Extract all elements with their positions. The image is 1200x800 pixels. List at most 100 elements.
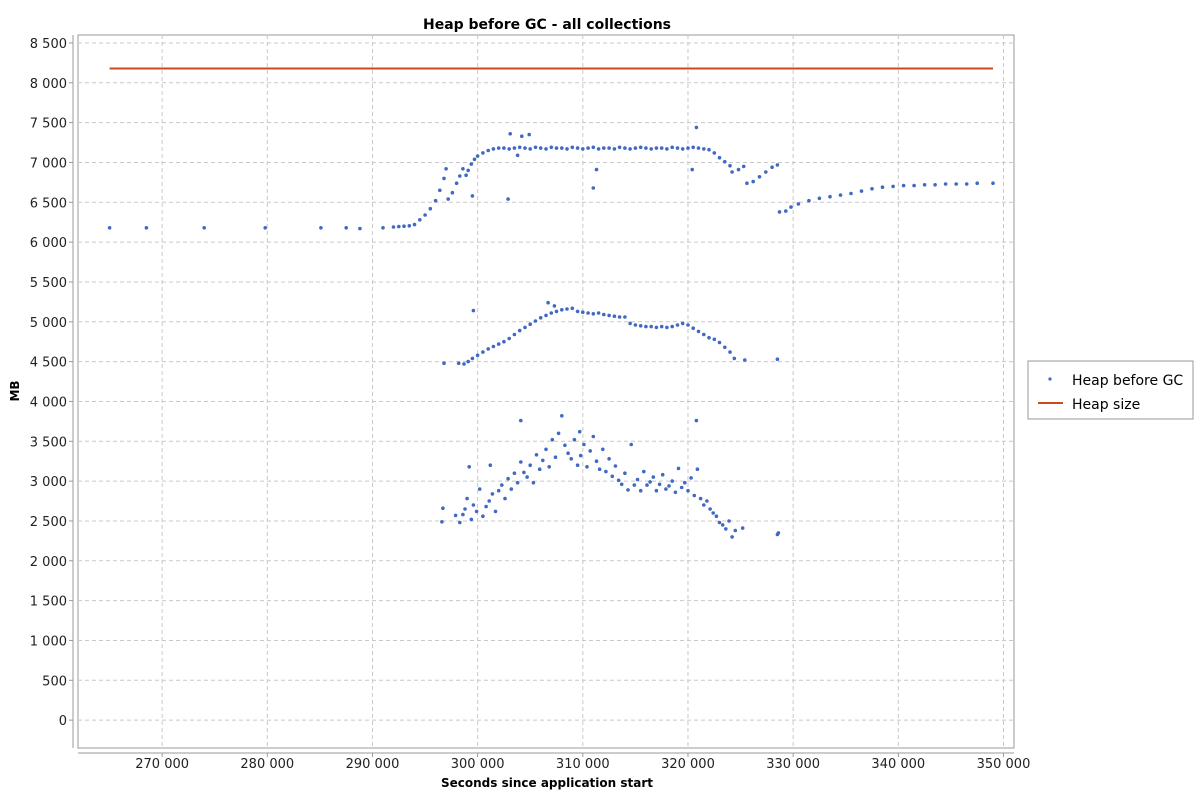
data-point [441, 506, 445, 511]
data-point [724, 527, 728, 531]
data-point [644, 146, 648, 150]
data-point [610, 474, 615, 479]
data-point [486, 347, 491, 351]
data-point [733, 528, 738, 533]
data-point [775, 357, 780, 362]
data-point [859, 189, 864, 193]
data-point [442, 361, 446, 366]
data-point [402, 224, 406, 228]
data-point [828, 194, 832, 199]
data-point [943, 182, 948, 186]
data-point [651, 475, 656, 479]
data-point [481, 514, 485, 518]
data-point [585, 465, 589, 469]
data-point [743, 358, 747, 362]
x-axis-label: Seconds since application start [441, 776, 653, 790]
data-point [458, 174, 462, 178]
data-point [263, 226, 268, 230]
data-point [464, 173, 468, 177]
data-point [537, 467, 542, 472]
data-point [556, 431, 561, 436]
data-point [616, 478, 621, 483]
data-point [612, 147, 617, 151]
data-point [591, 312, 596, 316]
data-point [736, 167, 741, 172]
x-tick-label: 320 000 [661, 757, 715, 772]
data-point [707, 335, 711, 340]
data-point [714, 514, 719, 518]
data-point [575, 146, 580, 150]
data-point [607, 313, 611, 318]
data-point [796, 202, 801, 206]
data-point [581, 147, 585, 151]
data-point [475, 353, 480, 358]
data-point [991, 181, 995, 185]
data-point [438, 188, 442, 193]
x-tick-label: 310 000 [556, 757, 610, 772]
x-tick-label: 290 000 [346, 757, 400, 772]
data-point [490, 492, 495, 496]
data-point [515, 480, 520, 485]
data-point [676, 466, 681, 471]
data-point [544, 313, 548, 318]
data-point [507, 147, 512, 151]
data-point [740, 526, 745, 530]
data-point [635, 477, 640, 482]
data-point [423, 213, 427, 217]
data-point [517, 145, 522, 150]
y-tick-label: 2 500 [30, 515, 67, 530]
data-point [659, 324, 664, 329]
y-tick-label: 3 500 [30, 435, 67, 450]
data-point [649, 324, 653, 329]
data-point [695, 467, 700, 472]
data-point [694, 418, 699, 423]
data-point [477, 487, 482, 491]
data-point [596, 147, 601, 151]
data-point [670, 479, 674, 483]
data-point [633, 146, 638, 150]
data-point [619, 482, 624, 487]
data-point [717, 155, 722, 160]
data-point [838, 193, 843, 197]
data-point [519, 460, 523, 464]
y-axis-label: MB [8, 380, 22, 401]
data-point [461, 167, 465, 171]
data-point [705, 499, 709, 503]
data-point [586, 146, 590, 150]
data-point [711, 511, 715, 515]
data-point [594, 167, 599, 172]
data-point [692, 493, 697, 498]
data-point [880, 185, 885, 189]
data-point [665, 325, 669, 330]
data-point [582, 442, 586, 447]
data-point [470, 194, 475, 198]
data-point [319, 226, 323, 230]
data-point [503, 496, 507, 501]
data-point [623, 471, 627, 476]
data-point [107, 226, 112, 230]
data-point [428, 206, 433, 211]
data-point [508, 132, 512, 136]
data-point [686, 146, 690, 150]
x-axis: 270 000 280 000 290 000 300 000 310 000 320 0… [135, 753, 1030, 772]
data-point [520, 134, 524, 138]
data-point [546, 300, 550, 305]
data-point [789, 205, 793, 209]
data-point [607, 457, 611, 461]
data-point [702, 332, 706, 337]
data-point [628, 321, 632, 326]
data-point [680, 147, 685, 151]
data-point [474, 509, 479, 514]
data-point [745, 181, 749, 185]
data-point [484, 504, 488, 509]
data-point [487, 499, 492, 503]
data-point [512, 471, 517, 476]
data-point [491, 147, 496, 151]
data-point [623, 146, 627, 150]
data-point [591, 145, 596, 150]
data-point [456, 361, 461, 366]
data-point [466, 168, 471, 173]
data-point [617, 315, 622, 319]
data-point [493, 509, 498, 514]
